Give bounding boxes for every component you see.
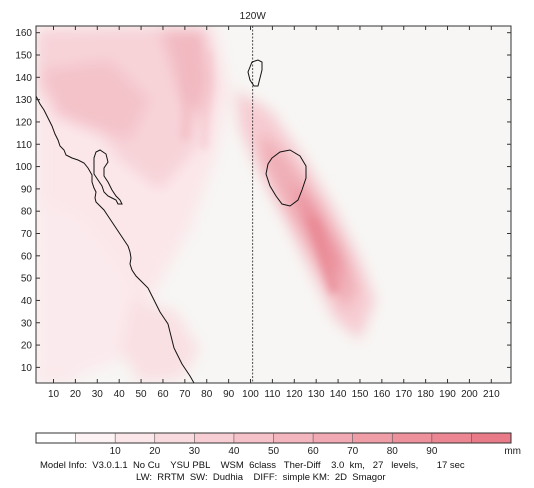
plot-frame [35, 25, 512, 384]
x-tick-label: 170 [395, 389, 412, 400]
x-tick-label: 100 [242, 389, 259, 400]
x-tick-label: 80 [201, 389, 213, 400]
y-tick-label: 80 [21, 207, 33, 218]
physics-info-line: LW: RRTM SW: Dudhia DIFF: simple KM: 2D … [136, 472, 386, 483]
colorbar-swatch [313, 433, 354, 443]
y-tick-label: 100 [15, 162, 32, 173]
x-tick-label: 140 [330, 389, 347, 400]
x-tick-label: 120 [286, 389, 303, 400]
colorbar-swatch [352, 433, 393, 443]
y-tick-label: 160 [15, 28, 32, 39]
y-tick-label: 90 [21, 184, 33, 195]
x-tick-label: 50 [136, 389, 148, 400]
colorbar-swatch [115, 433, 156, 443]
plot-area [36, 26, 511, 383]
x-tick-label: 70 [179, 389, 191, 400]
y-tick-label: 150 [15, 51, 32, 62]
colorbar-swatch [233, 433, 274, 443]
colorbar-swatch [154, 433, 195, 443]
colorbar-unit: mm [504, 446, 521, 457]
bay-outline [93, 149, 123, 205]
y-tick-label: 120 [15, 117, 32, 128]
x-tick-label: 210 [483, 389, 500, 400]
coastline [36, 95, 195, 383]
y-tick-label: 140 [15, 73, 32, 84]
lake-outline-central [265, 149, 307, 207]
colorbar-label: 80 [387, 446, 399, 457]
y-tick-label: 20 [21, 341, 33, 352]
x-tick-label: 160 [374, 389, 391, 400]
colorbar: 10 20 30 40 50 60 70 80 90 mm [35, 432, 521, 457]
y-tick-label: 10 [21, 363, 33, 374]
precipitation-streaks [180, 40, 340, 295]
x-tick-label: 40 [114, 389, 126, 400]
y-axis: 10 20 30 40 50 60 70 80 90 100 110 120 130 140 150 160 [15, 28, 511, 374]
x-tick-label: 20 [70, 389, 82, 400]
colorbar-label: 40 [228, 446, 240, 457]
colorbar-label: 70 [347, 446, 359, 457]
y-tick-label: 30 [21, 318, 33, 329]
x-tick-label: 10 [48, 389, 60, 400]
x-tick-label: 180 [417, 389, 434, 400]
x-tick-label: 90 [223, 389, 235, 400]
x-axis: 10 20 30 40 50 60 70 80 90 100 110 120 130 140 150 160 1… [48, 26, 500, 400]
lake-outline-north [247, 59, 263, 87]
colorbar-label: 30 [189, 446, 201, 457]
x-tick-label: 190 [439, 389, 456, 400]
y-tick-label: 130 [15, 95, 32, 106]
x-tick-label: 150 [352, 389, 369, 400]
precipitation-field [36, 26, 375, 383]
x-tick-label: 60 [157, 389, 169, 400]
colorbar-swatch [36, 433, 77, 443]
colorbar-swatch [194, 433, 235, 443]
colorbar-label: 20 [149, 446, 161, 457]
y-tick-label: 40 [21, 296, 33, 307]
y-tick-label: 70 [21, 229, 33, 240]
colorbar-label: 50 [268, 446, 280, 457]
colorbar-label: 10 [110, 446, 122, 457]
colorbar-swatch [273, 433, 314, 443]
colorbar-swatch [431, 433, 472, 443]
colorbar-label: 90 [426, 446, 438, 457]
model-info-line: Model Info: V3.0.1.1 No Cu YSU PBL WSM 6… [40, 460, 465, 471]
x-tick-label: 200 [461, 389, 478, 400]
y-tick-label: 110 [16, 140, 32, 151]
y-tick-label: 50 [21, 274, 33, 285]
colorbar-swatch [75, 433, 116, 443]
colorbar-swatch [471, 433, 512, 443]
x-tick-label: 110 [264, 389, 280, 400]
x-tick-label: 130 [308, 389, 325, 400]
colorbar-swatch [392, 433, 433, 443]
meridian-label: 120W [240, 11, 267, 22]
x-tick-label: 30 [92, 389, 104, 400]
y-tick-label: 60 [21, 251, 33, 262]
colorbar-label: 60 [308, 446, 320, 457]
